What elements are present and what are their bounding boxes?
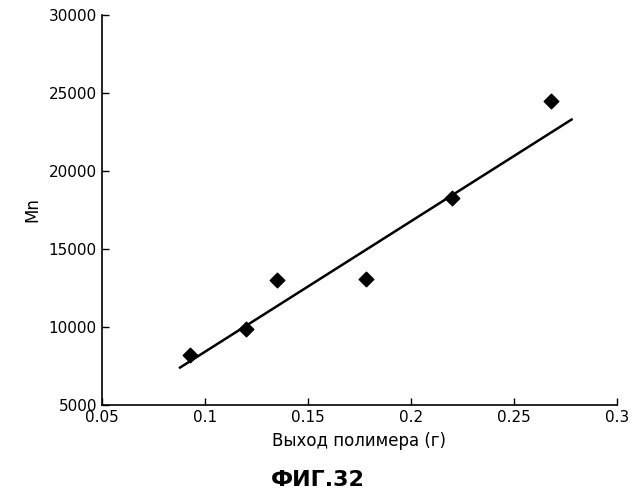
Point: [185, 351, 195, 359]
Point: [546, 97, 556, 105]
Text: ФИГ.32: ФИГ.32: [271, 470, 365, 490]
Point: [361, 274, 371, 282]
Point: [447, 194, 457, 202]
Y-axis label: Mn: Mn: [24, 198, 42, 222]
X-axis label: Выход полимера (г): Выход полимера (г): [272, 432, 446, 450]
Point: [272, 276, 282, 284]
Point: [241, 324, 251, 332]
